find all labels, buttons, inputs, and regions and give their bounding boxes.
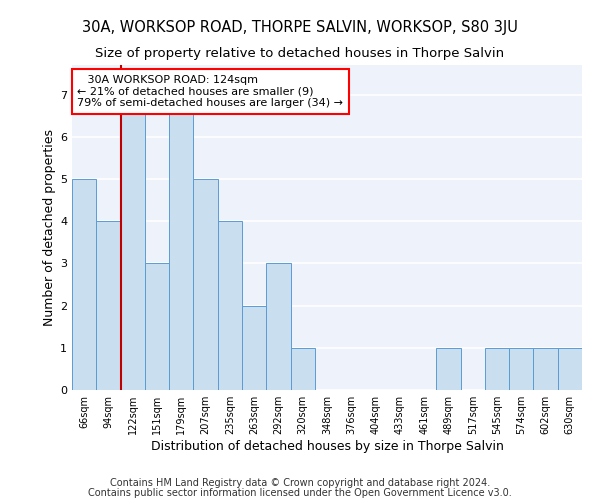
Bar <box>218 221 242 390</box>
Bar <box>72 179 96 390</box>
Bar <box>509 348 533 390</box>
Bar <box>96 221 121 390</box>
Bar <box>193 179 218 390</box>
Text: Contains public sector information licensed under the Open Government Licence v3: Contains public sector information licen… <box>88 488 512 498</box>
Bar <box>533 348 558 390</box>
X-axis label: Distribution of detached houses by size in Thorpe Salvin: Distribution of detached houses by size … <box>151 440 503 453</box>
Bar <box>242 306 266 390</box>
Bar <box>436 348 461 390</box>
Y-axis label: Number of detached properties: Number of detached properties <box>43 129 56 326</box>
Bar <box>290 348 315 390</box>
Bar <box>121 94 145 390</box>
Bar <box>558 348 582 390</box>
Text: Contains HM Land Registry data © Crown copyright and database right 2024.: Contains HM Land Registry data © Crown c… <box>110 478 490 488</box>
Bar <box>169 94 193 390</box>
Text: Size of property relative to detached houses in Thorpe Salvin: Size of property relative to detached ho… <box>95 48 505 60</box>
Text: 30A WORKSOP ROAD: 124sqm
← 21% of detached houses are smaller (9)
79% of semi-de: 30A WORKSOP ROAD: 124sqm ← 21% of detach… <box>77 74 343 108</box>
Bar <box>266 264 290 390</box>
Bar <box>485 348 509 390</box>
Bar <box>145 264 169 390</box>
Text: 30A, WORKSOP ROAD, THORPE SALVIN, WORKSOP, S80 3JU: 30A, WORKSOP ROAD, THORPE SALVIN, WORKSO… <box>82 20 518 35</box>
